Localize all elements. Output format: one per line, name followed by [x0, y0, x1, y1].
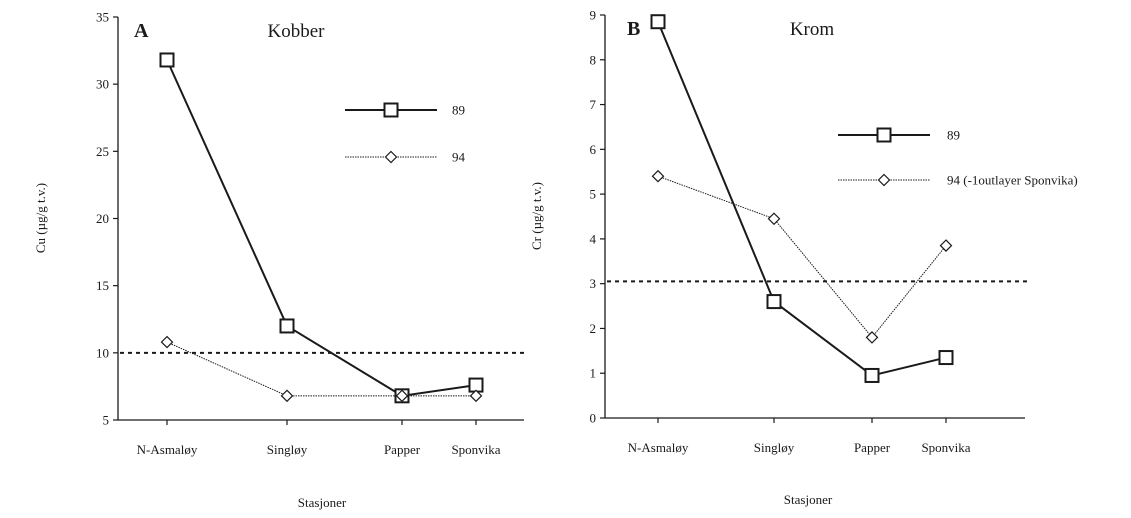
y-tick-label: 9	[590, 8, 597, 23]
x-tick-label: Sponvika	[451, 442, 500, 457]
x-tick-label: N-Asmaløy	[137, 442, 198, 457]
series-line-94	[166, 341, 476, 397]
legend-marker	[384, 150, 398, 164]
data-point	[939, 239, 953, 252]
y-tick-label: 1	[590, 366, 597, 381]
legend-marker	[876, 127, 892, 143]
y-tick-label: 5	[103, 413, 110, 428]
chart-title: Kobber	[268, 21, 326, 42]
x-axis-label: Stasjoner	[784, 492, 833, 507]
legend-label: 94	[452, 150, 466, 165]
y-tick-label: 7	[590, 97, 597, 112]
legend-label: 89	[947, 128, 960, 143]
y-tick-label: 5	[590, 187, 597, 202]
data-point	[650, 14, 666, 30]
y-tick-label: 25	[96, 144, 109, 159]
data-point	[938, 350, 954, 366]
y-tick-label: 4	[590, 231, 597, 246]
data-point	[767, 212, 781, 226]
x-tick-label: N-Asmaløy	[628, 440, 689, 455]
y-tick-label: 2	[590, 321, 597, 336]
legend-label: 94 (-1outlayer Sponvika)	[947, 173, 1078, 188]
x-tick-label: Sponvika	[921, 440, 970, 455]
y-tick-label: 0	[590, 411, 597, 426]
data-point	[160, 335, 174, 349]
y-tick-label: 6	[590, 142, 597, 157]
x-axis-label: Stasjoner	[298, 495, 347, 510]
y-tick-label: 20	[96, 211, 109, 226]
data-point	[395, 389, 409, 403]
data-point	[865, 331, 879, 344]
chart-panel-a: 5 10 15 20 25 30 35 N-Asmaløy Singløy Papper Sponv…	[33, 10, 526, 510]
x-tick-label: Singløy	[267, 442, 308, 457]
x-tick-label: Papper	[854, 440, 891, 455]
data-point	[766, 294, 782, 310]
panel-letter: B	[627, 18, 640, 40]
y-tick-label: 8	[590, 52, 597, 67]
y-axis-label: Cr (µg/g t.v.)	[529, 182, 544, 250]
legend-marker	[383, 102, 399, 118]
data-point	[280, 389, 294, 403]
data-point	[159, 52, 175, 68]
y-tick-label: 10	[96, 345, 109, 360]
chart-title: Krom	[790, 19, 835, 40]
y-tick-label: 15	[96, 278, 109, 293]
series-line-89	[166, 59, 477, 397]
data-point	[279, 318, 295, 334]
x-tick-label: Papper	[384, 442, 421, 457]
data-point	[651, 169, 665, 183]
y-axis-label: Cu (µg/g t.v.)	[33, 183, 48, 253]
y-tick-label: 30	[96, 77, 109, 92]
series-line-94	[657, 175, 947, 339]
y-tick-label: 35	[96, 10, 109, 25]
y-tick-label: 3	[590, 276, 597, 291]
panel-letter: A	[134, 20, 149, 42]
data-point	[864, 367, 880, 383]
legend-marker	[877, 173, 891, 187]
x-tick-label: Singløy	[754, 440, 795, 455]
series-line-89	[657, 21, 947, 377]
legend-label: 89	[452, 103, 465, 118]
data-point	[469, 389, 483, 403]
